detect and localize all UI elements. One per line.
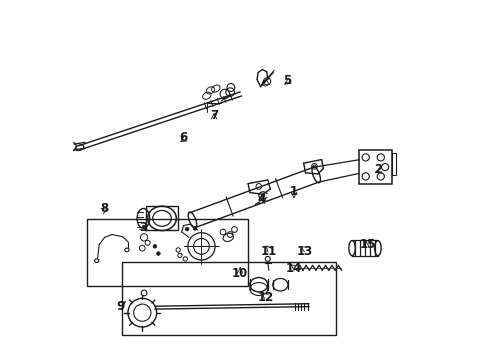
Text: 6: 6 (179, 131, 187, 144)
Text: 7: 7 (209, 109, 218, 122)
Text: 11: 11 (260, 244, 276, 257)
Text: 12: 12 (257, 291, 274, 304)
Circle shape (153, 244, 156, 248)
Text: 3: 3 (139, 221, 147, 234)
Circle shape (156, 252, 160, 255)
Circle shape (193, 226, 196, 230)
Circle shape (261, 194, 264, 197)
Text: 2: 2 (373, 163, 381, 176)
Text: 15: 15 (359, 238, 376, 251)
Circle shape (185, 227, 188, 231)
Text: 10: 10 (232, 267, 248, 280)
Text: 14: 14 (285, 262, 302, 275)
Text: 5: 5 (283, 74, 291, 87)
Text: 4: 4 (257, 193, 265, 206)
Text: 8: 8 (100, 202, 108, 215)
Text: 9: 9 (117, 300, 124, 313)
Text: 13: 13 (296, 244, 312, 257)
Text: 1: 1 (289, 185, 298, 198)
